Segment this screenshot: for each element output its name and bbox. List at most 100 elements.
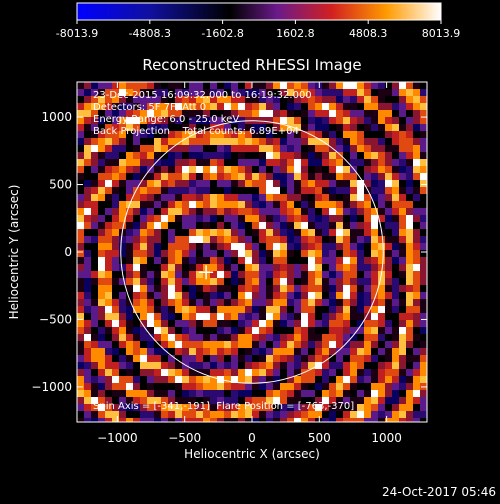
heatmap-cell (77, 236, 84, 243)
heatmap-cell (189, 285, 196, 292)
heatmap-cell (252, 341, 259, 348)
heatmap-cell (77, 411, 84, 418)
heatmap-cell (343, 313, 350, 320)
heatmap-cell (154, 404, 161, 411)
heatmap-cell (406, 89, 413, 96)
heatmap-cell (119, 327, 126, 334)
heatmap-cell (91, 376, 98, 383)
heatmap-cell (329, 159, 336, 166)
heatmap-cell (378, 131, 385, 138)
heatmap-cell (294, 180, 301, 187)
heatmap-cell (371, 208, 378, 215)
heatmap-cell (350, 348, 357, 355)
heatmap-cell (133, 341, 140, 348)
heatmap-cell (371, 383, 378, 390)
heatmap-cell (182, 82, 189, 89)
heatmap-cell (420, 278, 427, 285)
heatmap-cell (224, 376, 231, 383)
heatmap-cell (392, 201, 399, 208)
heatmap-cell (126, 131, 133, 138)
heatmap-cell (252, 418, 259, 422)
heatmap-cell (217, 390, 224, 397)
heatmap-cell (84, 173, 91, 180)
heatmap-cell (399, 355, 406, 362)
heatmap-cell (196, 264, 203, 271)
heatmap-cell (343, 383, 350, 390)
heatmap-cell (413, 208, 420, 215)
heatmap-cell (343, 236, 350, 243)
heatmap-cell (322, 82, 329, 89)
heatmap-cell (196, 117, 203, 124)
heatmap-cell (196, 194, 203, 201)
heatmap-cell (119, 82, 126, 89)
heatmap-cell (154, 103, 161, 110)
heatmap-cell (105, 390, 112, 397)
heatmap-cell (245, 285, 252, 292)
heatmap-cell (105, 285, 112, 292)
heatmap-cell (224, 243, 231, 250)
heatmap-cell (385, 222, 392, 229)
heatmap-cell (266, 369, 273, 376)
heatmap-cell (420, 243, 427, 250)
heatmap-cell (420, 411, 427, 418)
heatmap-cell (126, 194, 133, 201)
heatmap-cell (189, 159, 196, 166)
heatmap-cell (119, 208, 126, 215)
heatmap-cell (259, 383, 266, 390)
heatmap-cell (175, 397, 182, 404)
heatmap-cell (273, 110, 280, 117)
heatmap-cell (329, 131, 336, 138)
heatmap-cell (91, 215, 98, 222)
heatmap-cell (392, 341, 399, 348)
heatmap-cell (322, 271, 329, 278)
heatmap-cell (98, 320, 105, 327)
heatmap-cell (203, 215, 210, 222)
heatmap-cell (231, 313, 238, 320)
heatmap-cell (105, 299, 112, 306)
heatmap-cell (287, 348, 294, 355)
heatmap-cell (399, 306, 406, 313)
heatmap-cell (420, 159, 427, 166)
heatmap-cell (350, 138, 357, 145)
heatmap-cell (77, 348, 84, 355)
heatmap-cell (273, 201, 280, 208)
heatmap-cell (140, 313, 147, 320)
heatmap-cell (238, 152, 245, 159)
heatmap-cell (217, 250, 224, 257)
heatmap-cell (315, 236, 322, 243)
heatmap-cell (196, 96, 203, 103)
heatmap-cell (259, 327, 266, 334)
heatmap-cell (343, 145, 350, 152)
heatmap-cell (273, 222, 280, 229)
heatmap-cell (343, 194, 350, 201)
heatmap-cell (259, 292, 266, 299)
heatmap-cell (210, 376, 217, 383)
heatmap-cell (280, 264, 287, 271)
heatmap-cell (224, 313, 231, 320)
heatmap-cell (140, 348, 147, 355)
heatmap-cell (175, 173, 182, 180)
heatmap-cell (308, 187, 315, 194)
heatmap-cell (301, 215, 308, 222)
heatmap-cell (294, 82, 301, 89)
heatmap-cell (126, 236, 133, 243)
heatmap-cell (322, 138, 329, 145)
heatmap-cell (196, 243, 203, 250)
heatmap-cell (420, 341, 427, 348)
heatmap-cell (245, 152, 252, 159)
heatmap-cell (322, 236, 329, 243)
heatmap-cell (252, 271, 259, 278)
heatmap-cell (182, 376, 189, 383)
heatmap-cell (238, 159, 245, 166)
heatmap-cell (413, 159, 420, 166)
heatmap-cell (84, 285, 91, 292)
heatmap-cell (91, 152, 98, 159)
heatmap-cell (154, 222, 161, 229)
heatmap-cell (126, 124, 133, 131)
heatmap-cell (161, 376, 168, 383)
heatmap-cell (119, 320, 126, 327)
heatmap-cell (147, 131, 154, 138)
heatmap-cell (105, 397, 112, 404)
heatmap-cell (371, 292, 378, 299)
